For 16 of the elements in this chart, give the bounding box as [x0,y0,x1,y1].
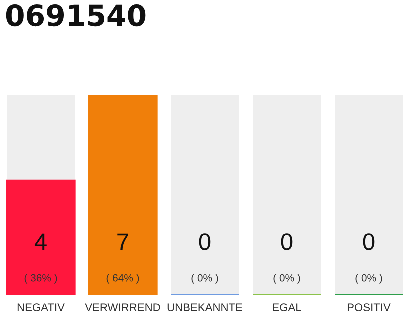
data-label: 0 [363,234,375,250]
annotation: ( 36% ) [24,274,58,284]
x-tick-label: POSITIV [348,304,391,312]
data-label: 0 [281,234,293,250]
x-tick-label: VERWIRREND [85,304,160,312]
x-tick-label: UNBEKANNTE [168,304,242,312]
data-label: 7 [118,234,128,250]
data-label: 4 [34,234,47,250]
annotation: ( 0% ) [192,274,218,284]
annotation: ( 0% ) [274,274,300,284]
annotation: ( 64% ) [106,274,140,284]
annotation: ( 0% ) [356,274,382,284]
data-label: 0 [199,234,211,250]
x-tick-label: EGAL [273,304,302,312]
chart-title: 0691540 [6,4,146,27]
x-tick-label: NEGATIV [18,304,65,312]
